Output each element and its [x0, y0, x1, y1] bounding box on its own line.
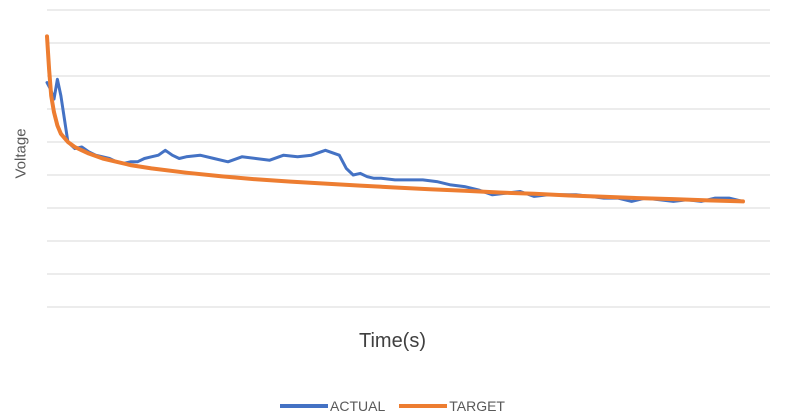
legend-swatch-actual	[280, 404, 328, 408]
series-layer	[45, 34, 745, 204]
legend: ACTUAL TARGET	[0, 398, 785, 414]
y-axis-label: Voltage	[12, 128, 30, 179]
series-line-target	[45, 34, 745, 204]
x-axis-label: Time(s)	[358, 330, 427, 352]
legend-item-target: TARGET	[399, 398, 505, 414]
legend-label-target: TARGET	[449, 398, 505, 414]
legend-swatch-target	[399, 404, 448, 408]
legend-item-actual: ACTUAL	[280, 398, 385, 414]
gridlines	[47, 9, 770, 308]
series-line-actual	[45, 77, 745, 203]
legend-label-actual: ACTUAL	[330, 398, 386, 414]
